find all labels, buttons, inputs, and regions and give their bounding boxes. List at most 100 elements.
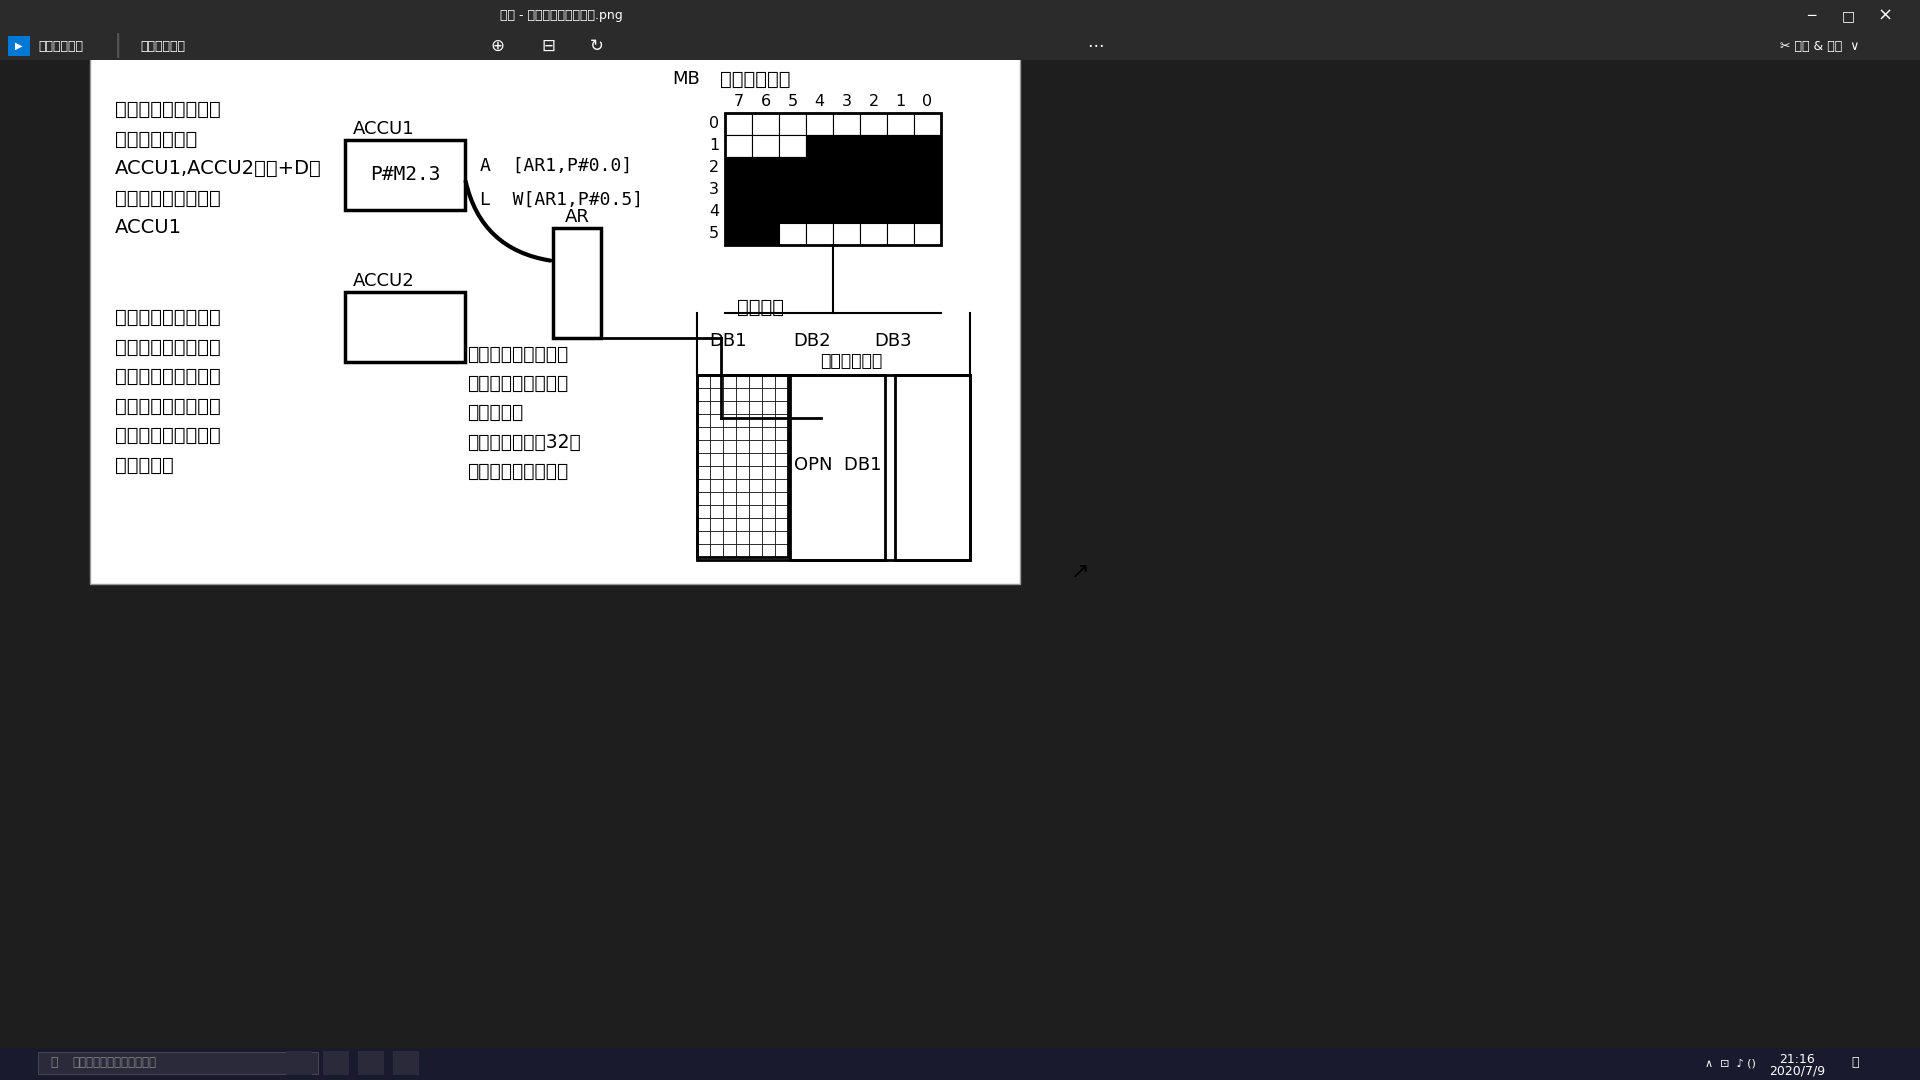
Text: ↻: ↻ [589,37,605,55]
Bar [887,113,914,135]
Bar [780,157,806,179]
Bar [762,492,776,505]
Bar [724,401,735,414]
Bar [762,401,776,414]
Bar [833,113,860,135]
Bar [735,427,749,440]
Bar [697,492,710,505]
Text: 添加到新作品: 添加到新作品 [140,40,184,53]
Text: 查看所有照片: 查看所有照片 [38,40,83,53]
Bar [90,57,1020,584]
Bar [697,375,710,388]
Text: 1: 1 [895,94,906,109]
Bar [726,135,753,157]
Bar [710,388,724,401]
Bar [346,292,465,362]
Bar [697,375,787,557]
Bar [776,427,787,440]
Bar [780,135,806,157]
Bar [753,135,780,157]
Text: 照片 - 地址寄存器与累加器.png: 照片 - 地址寄存器与累加器.png [499,10,622,23]
Bar [735,414,749,427]
Text: 2: 2 [708,161,720,175]
Bar [724,544,735,557]
Bar [710,414,724,427]
Text: 最终实现的功能：将
指定区域内的指定地
址的数据读取到累加
器，进行计算后，将
结果存储回指定区域
的指定地址: 最终实现的功能：将 指定区域内的指定地 址的数据读取到累加 器，进行计算后，将 … [115,308,221,474]
Bar [806,179,833,201]
Bar [724,427,735,440]
Bar [735,531,749,544]
Bar [753,157,780,179]
Bar [735,453,749,465]
Text: P#M2.3: P#M2.3 [371,165,440,185]
Bar [724,453,735,465]
Bar [806,201,833,222]
Bar [776,544,787,557]
Bar [710,440,724,453]
Text: □: □ [1841,9,1855,23]
Bar [697,427,710,440]
Bar [753,222,780,245]
Bar [860,179,887,201]
Bar [887,157,914,179]
Bar [776,531,787,544]
Bar [776,453,787,465]
Bar [914,179,941,201]
Bar [726,222,753,245]
Bar [8,36,31,56]
Bar [762,505,776,518]
Bar [789,375,885,561]
Bar [735,388,749,401]
Bar [833,135,860,157]
Bar [762,453,776,465]
Bar [762,465,776,480]
Bar [762,388,776,401]
Text: ⋯: ⋯ [1087,37,1104,55]
Bar [724,505,735,518]
Bar [697,518,710,531]
Bar [762,414,776,427]
Bar [697,375,970,561]
Bar [710,531,724,544]
Bar [357,1051,384,1075]
Bar [697,544,710,557]
Text: ×: × [1878,6,1893,25]
Text: 2020/7/9: 2020/7/9 [1768,1065,1826,1078]
Bar [710,453,724,465]
Bar [735,544,749,557]
Text: OPN  DB1: OPN DB1 [795,456,881,474]
Bar [0,32,1920,60]
Text: DB3: DB3 [874,332,912,350]
Text: 4: 4 [708,204,720,219]
Bar [724,440,735,453]
Bar [749,505,762,518]
Bar [860,201,887,222]
Bar [710,375,724,388]
Text: 0: 0 [922,94,933,109]
Bar [697,414,710,427]
Bar [776,414,787,427]
Bar [726,113,941,245]
Text: 5: 5 [708,227,720,242]
Bar [724,414,735,427]
Bar [780,222,806,245]
Bar [0,0,1920,32]
Bar [914,201,941,222]
Bar [780,113,806,135]
Bar [726,179,753,201]
Bar [735,480,749,492]
Bar [780,201,806,222]
Bar [776,480,787,492]
Bar [749,518,762,531]
Bar [724,465,735,480]
Bar [833,201,860,222]
Bar [553,228,601,338]
Text: 在这里输入您要搜索的内容: 在这里输入您要搜索的内容 [73,1056,156,1069]
Text: ∧  ⊡  ♪ (): ∧ ⊡ ♪ () [1705,1058,1755,1068]
Bar [887,222,914,245]
Text: 累加器由于接收到数
据进行计算，如
ACCU1,ACCU2执行+D指
令后，运算的和放入
ACCU1: 累加器由于接收到数 据进行计算，如 ACCU1,ACCU2执行+D指 令后，运算… [115,100,323,237]
Text: |: | [113,33,123,58]
Bar [833,222,860,245]
Bar [753,113,780,135]
Bar [710,401,724,414]
